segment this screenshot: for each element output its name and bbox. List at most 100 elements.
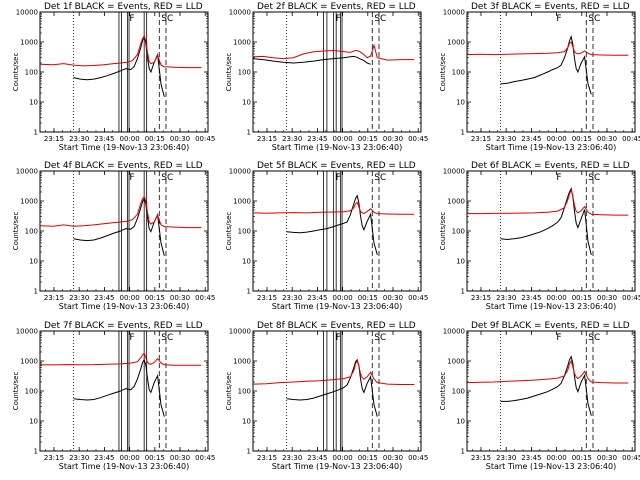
series-line-events — [73, 358, 165, 417]
y-tick-label: 10 — [29, 258, 38, 266]
series-line-lld — [467, 188, 629, 216]
y-tick-label: 100 — [25, 388, 38, 396]
legend-text: F — [129, 14, 134, 24]
x-tick-label: 23:45 — [94, 454, 114, 462]
x-tick-label: 23:45 — [94, 294, 114, 302]
series-line-lld — [252, 201, 415, 215]
x-tick-label: 23:30 — [69, 454, 89, 462]
y-axis-label: Counts/sec — [439, 212, 447, 251]
chart-panel-4: Det 4f BLACK = Events, RED = LLD F SC 1 10 10… — [12, 161, 215, 311]
series-line-events — [500, 187, 592, 256]
x-tick-label: 00:30 — [170, 135, 190, 143]
x-tick-label: 23:15 — [44, 135, 64, 143]
annotation-text: SC — [161, 333, 173, 343]
x-tick-label: 23:15 — [471, 454, 491, 462]
y-tick-label: 10000 — [443, 168, 465, 176]
chart-panel-5: Det 5f BLACK = Events, RED = LLD F SC 1 10 10… — [225, 161, 428, 311]
legend-text: F — [336, 14, 341, 24]
x-tick-label: 00:15 — [145, 294, 165, 302]
x-tick-label: 00:00 — [120, 454, 140, 462]
y-tick-label: 1000 — [447, 358, 465, 366]
x-tick-label: 00:30 — [597, 294, 617, 302]
x-tick-label: 00:00 — [547, 454, 567, 462]
annotation-text: SC — [588, 173, 600, 183]
x-tick-label: 00:45 — [408, 294, 428, 302]
plot-frame — [466, 330, 636, 452]
x-axis-label: Start Time (19-Nov-13 23:06:40) — [486, 462, 616, 471]
x-tick-label: 23:30 — [69, 135, 89, 143]
legend-text: F — [129, 333, 134, 343]
x-tick-label: 00:45 — [195, 135, 215, 143]
series-line-lld — [252, 359, 415, 385]
plot-frame — [39, 330, 209, 452]
y-axis-label: Counts/sec — [439, 53, 447, 92]
x-tick-label: 00:00 — [333, 294, 353, 302]
y-tick-label: 1 — [34, 129, 38, 137]
x-tick-label: 23:15 — [257, 454, 277, 462]
y-tick-label: 1 — [461, 448, 465, 456]
y-tick-label: 1000 — [20, 39, 38, 47]
x-tick-label: 00:00 — [120, 135, 140, 143]
y-tick-label: 10 — [456, 418, 465, 426]
chart-title: Det 8f BLACK = Events, RED = LLD — [257, 321, 416, 331]
y-tick-label: 10 — [242, 99, 251, 107]
chart-title: Det 5f BLACK = Events, RED = LLD — [257, 161, 416, 171]
y-tick-label: 1000 — [20, 358, 38, 366]
chart-panel-3: Det 3f BLACK = Events, RED = LLD F SC 1 10 10… — [439, 2, 640, 152]
x-axis-label: Start Time (19-Nov-13 23:06:40) — [59, 462, 189, 471]
x-tick-label: 00:15 — [358, 294, 378, 302]
y-tick-label: 10 — [456, 99, 465, 107]
legend-text: F — [336, 173, 341, 183]
legend-text: F — [129, 173, 134, 183]
plot-frame — [252, 330, 422, 452]
y-tick-label: 10 — [29, 418, 38, 426]
y-axis-label: Counts/sec — [12, 372, 20, 411]
x-axis-label: Start Time (19-Nov-13 23:06:40) — [272, 143, 402, 152]
legend-text: F — [556, 333, 561, 343]
chart-panel-6: Det 6f BLACK = Events, RED = LLD F SC 1 10 10… — [439, 161, 640, 311]
plot-frame — [252, 11, 422, 133]
x-tick-label: 23:45 — [307, 135, 327, 143]
y-tick-label: 10000 — [16, 168, 38, 176]
y-tick-label: 100 — [452, 228, 465, 236]
series-line-events — [286, 194, 378, 256]
series-line-events — [73, 197, 165, 256]
x-tick-label: 00:30 — [383, 294, 403, 302]
x-tick-label: 23:30 — [496, 135, 516, 143]
y-tick-label: 1 — [461, 129, 465, 137]
x-tick-label: 00:15 — [358, 454, 378, 462]
plot-frame — [466, 11, 636, 133]
chart-title: Det 6f BLACK = Events, RED = LLD — [471, 161, 630, 171]
y-axis-label: Counts/sec — [12, 212, 20, 251]
y-tick-label: 100 — [25, 228, 38, 236]
y-tick-label: 10000 — [16, 9, 38, 17]
series-line-events — [500, 355, 592, 416]
series-line-lld — [39, 195, 202, 229]
x-tick-label: 00:15 — [572, 454, 592, 462]
x-tick-label: 23:15 — [257, 135, 277, 143]
chart-title: Det 2f BLACK = Events, RED = LLD — [257, 2, 416, 12]
chart-title: Det 1f BLACK = Events, RED = LLD — [44, 2, 203, 12]
y-tick-label: 10000 — [229, 328, 251, 336]
annotation-text: SC — [374, 173, 386, 183]
y-tick-label: 10 — [29, 99, 38, 107]
y-tick-label: 1000 — [447, 198, 465, 206]
y-tick-label: 1000 — [233, 358, 251, 366]
y-tick-label: 10000 — [443, 9, 465, 17]
series-line-lld — [39, 352, 202, 366]
x-tick-label: 23:30 — [496, 454, 516, 462]
x-tick-label: 23:45 — [521, 294, 541, 302]
x-tick-label: 23:45 — [521, 454, 541, 462]
y-axis-label: Counts/sec — [439, 372, 447, 411]
plot-frame — [39, 11, 209, 133]
chart-panel-1: Det 1f BLACK = Events, RED = LLD F SC 1 10 10… — [12, 2, 215, 152]
y-tick-label: 1000 — [233, 39, 251, 47]
x-axis-label: Start Time (19-Nov-13 23:06:40) — [486, 302, 616, 311]
y-tick-label: 10 — [242, 418, 251, 426]
x-axis-label: Start Time (19-Nov-13 23:06:40) — [486, 143, 616, 152]
series-line-lld — [466, 41, 629, 56]
annotation-text: SC — [161, 14, 173, 24]
y-tick-label: 1000 — [233, 198, 251, 206]
y-tick-label: 1000 — [20, 198, 38, 206]
x-tick-label: 23:45 — [94, 135, 114, 143]
